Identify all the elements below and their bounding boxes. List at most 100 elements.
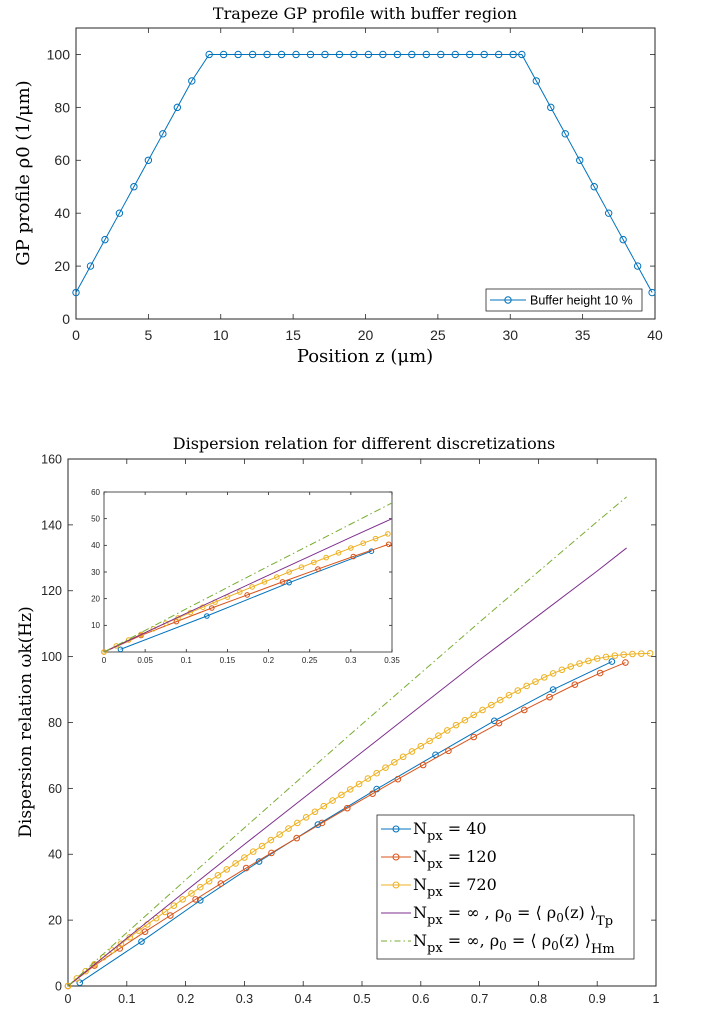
profile-series-buffer-height-10-point [130, 183, 138, 191]
profile-legend: Buffer height 10 % [485, 288, 643, 312]
dispersion-series-npx-120-point [546, 693, 553, 701]
profile-series-buffer-height-10-point [263, 50, 271, 59]
profile-series-buffer-height-10-point [604, 209, 613, 217]
dispersion-series-npx-720-point [214, 872, 222, 879]
dispersion-series-npx-720-line [67, 652, 651, 987]
profile-series-buffer-height-10-point [205, 50, 213, 59]
dispersion-series-npx-720-point [152, 914, 160, 922]
profile-y-tick-label: 80 [54, 99, 70, 115]
dispersion-series-npx-720-point [223, 866, 231, 873]
profile-series-buffer-height-10-point [451, 50, 459, 59]
dispersion-series-npx-720-point [532, 678, 539, 685]
profile-chart-title: Trapeze GP profile with buffer region [213, 4, 517, 23]
dispersion-series-npx-720-point [346, 786, 354, 793]
dispersion-series-npx-120-point [571, 681, 579, 688]
inset-series-npx-720-point [274, 574, 280, 580]
dispersion-series-npx-40-point [138, 938, 145, 945]
dispersion-series-npx-720-point [267, 836, 275, 844]
dispersion-series-npx-720-point [540, 674, 548, 681]
dispersion-series-npx-720-point [311, 808, 319, 816]
dispersion-series-npx-120-point [344, 804, 351, 812]
dispersion-series-npx-120-point [293, 834, 301, 842]
dispersion-series-npx-40-point [197, 897, 204, 904]
profile-series-buffer-height-10-point [518, 50, 526, 59]
legend-marker-npx-40 [392, 825, 400, 833]
inset-series-npx-120-point [208, 605, 215, 611]
profile-series-buffer-height-10-point [466, 50, 474, 59]
inset-x-tick-label: 0.25 [302, 656, 318, 665]
inset-series-npx-720-point [150, 626, 157, 632]
inset-series-npx-40-line [120, 550, 372, 650]
profile-x-tick-label: 40 [647, 327, 663, 343]
profile-series-buffer-height-10-point [408, 50, 416, 59]
profile-series-buffer-height-10-point [576, 156, 584, 164]
dispersion-y-tick-label: 160 [41, 452, 62, 466]
legend-label-npx-40: Npx = 40 [413, 819, 487, 844]
dispersion-series-npx-120-point [167, 912, 174, 919]
dispersion-series-npx-720-point [232, 860, 239, 867]
dispersion-series-npx-120-point [141, 928, 149, 935]
inset-y-tick-label: 40 [91, 541, 100, 550]
profile-x-axis-label: Position z (μm) [297, 346, 433, 367]
dispersion-series-npx-120-point [520, 706, 528, 714]
profile-series-buffer-height-10-line [75, 53, 653, 293]
dispersion-x-tick-label: 0.3 [236, 992, 253, 1006]
dispersion-y-tick-label: 40 [48, 848, 62, 862]
profile-series-buffer-height-10-point [494, 50, 503, 59]
dispersion-series-npx-720-point [364, 775, 372, 782]
inset-series-npx-40-point [204, 613, 210, 619]
dispersion-series-npx-120-point [242, 864, 250, 872]
dispersion-series-npx-720-point [329, 797, 336, 804]
dispersion-series-npx-720-point [523, 682, 530, 690]
inset-series-npx-720-point [249, 584, 255, 590]
dispersion-series-npx-720-point [276, 831, 283, 838]
profile-series-buffer-height-10-point [248, 50, 257, 59]
dispersion-series-npx-720-point [611, 652, 619, 659]
dispersion-series-npx-720-point [285, 825, 292, 832]
dispersion-series-npx-120-point [192, 896, 199, 903]
dispersion-y-tick-label: 20 [48, 914, 62, 928]
inset-plot-frame [103, 491, 393, 653]
dispersion-series-npx-720-point [602, 653, 610, 661]
dispersion-y-tick-label: 0 [55, 979, 62, 993]
dispersion-series-npx-720-point [188, 890, 195, 897]
profile-y-axis-label: GP profile ρ0 (1/μm) [13, 80, 34, 265]
dispersion-series-npx-720-point [629, 650, 636, 658]
dispersion-series-npx-720-point [170, 902, 178, 909]
dispersion-series-npx-720-point [514, 687, 522, 694]
profile-y-tick-label: 20 [54, 258, 70, 274]
profile-legend-label: Buffer height 10 % [530, 294, 633, 308]
dispersion-series-npx-720-point [197, 883, 204, 891]
dispersion-series-npx-720-point [585, 657, 592, 665]
inset-x-tick-label: 0.05 [137, 656, 153, 665]
dispersion-x-tick-label: 0.9 [589, 992, 606, 1006]
inset-series-npx-0-0-z-tp-line [103, 518, 393, 653]
dispersion-series-npx-720-point [549, 670, 557, 677]
dispersion-inset: 0 0.05 0.1 0.15 0.2 0.25 0.3 0.35 10 20 30 40 50 60 [91, 488, 400, 665]
dispersion-series-npx-120-point [419, 761, 427, 769]
dispersion-series-npx-720-point [391, 759, 398, 766]
dispersion-series-npx-40-point [549, 686, 557, 693]
dispersion-series-npx-0-0-z-hm-line [67, 496, 627, 987]
profile-series-buffer-height-10-point [188, 77, 196, 85]
profile-series-buffer-height-10-point [101, 235, 109, 244]
legend-label-npx-inf-hm: Npx = ∞, ρ0 = ⟨ ρ0(z) ⟩Hm [413, 931, 615, 957]
profile-y-tick-label: 40 [54, 205, 70, 221]
inset-x-tick-label: 0.1 [181, 656, 193, 665]
dispersion-series-npx-720-point [82, 967, 89, 975]
inset-series-npx-120-point [385, 541, 392, 548]
profile-x-tick-label: 15 [285, 327, 301, 343]
dispersion-series-npx-720-point [461, 716, 469, 724]
dispersion-series-npx-720-point [417, 742, 425, 750]
profile-series-buffer-height-10-point [277, 50, 286, 59]
dispersion-series-npx-40-point [608, 658, 616, 665]
profile-series-buffer-height-10-point [648, 288, 656, 297]
dispersion-series-npx-720-point [355, 780, 363, 788]
dispersion-series-npx-720-point [373, 769, 381, 777]
inset-series-npx-720-point [348, 545, 354, 551]
profile-series-buffer-height-10-point [86, 262, 95, 270]
profile-x-tick-label: 35 [575, 327, 591, 343]
dispersion-series-npx-720-point [638, 650, 645, 657]
dispersion-x-tick-label: 1 [653, 992, 660, 1006]
profile-series-buffer-height-10-point [159, 130, 167, 138]
